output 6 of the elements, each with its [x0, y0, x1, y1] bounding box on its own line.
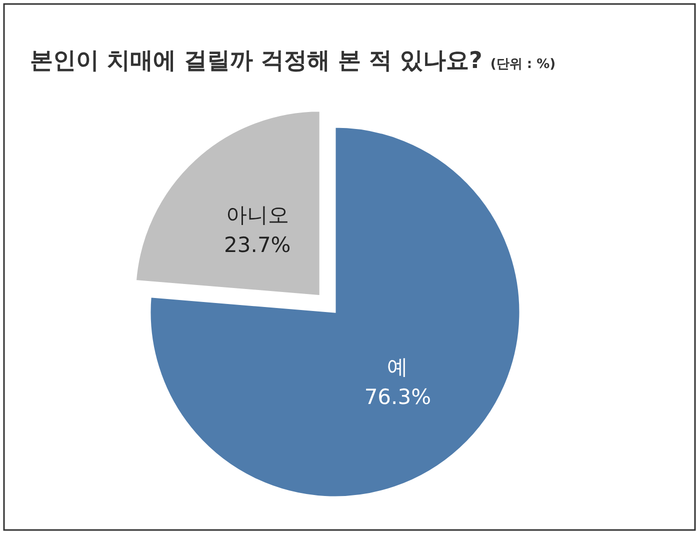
chart-subtitle: (단위 : %)	[490, 57, 556, 72]
data-label: 76.3%	[364, 385, 432, 410]
slice-label: 예	[387, 355, 408, 380]
chart-title: 본인이 치매에 걸릴까 걱정해 본 적 있나요?	[30, 48, 482, 74]
data-label: 23.7%	[224, 232, 291, 257]
slice-label: 아니오	[226, 202, 289, 227]
